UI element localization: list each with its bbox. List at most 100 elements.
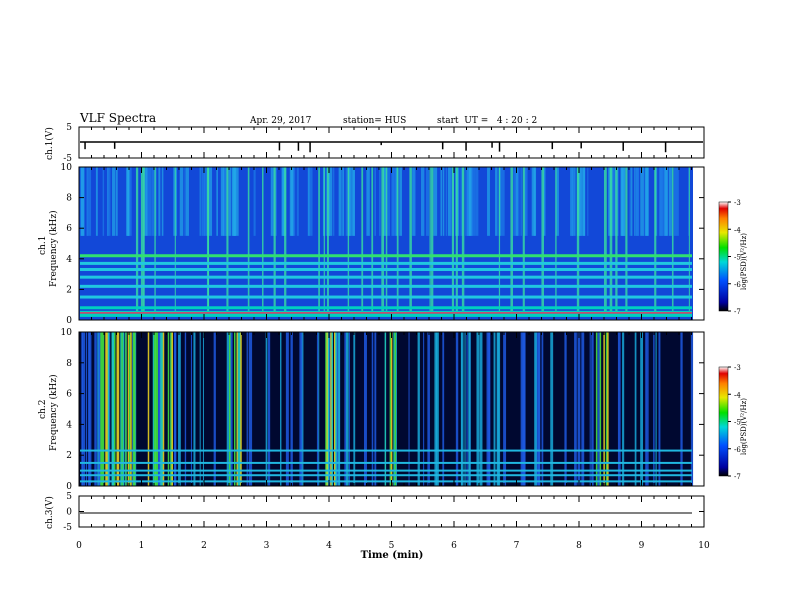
spectrogram-burst bbox=[112, 332, 115, 486]
spectrogram-streak bbox=[308, 167, 313, 236]
spectrogram-burst bbox=[125, 332, 127, 486]
spectrogram-streak bbox=[161, 167, 164, 236]
spectrogram-streak bbox=[571, 167, 573, 236]
spectrogram-streak bbox=[179, 167, 184, 236]
spectrogram-streak bbox=[374, 332, 377, 486]
spectrogram-streak bbox=[112, 167, 116, 236]
spectrogram-streak bbox=[589, 332, 591, 486]
spectrogram-burst bbox=[390, 332, 393, 486]
spectrogram-burst bbox=[541, 167, 544, 313]
spectrogram-streak bbox=[81, 332, 84, 486]
spectrogram-burst bbox=[603, 332, 605, 486]
spectrogram-streak bbox=[351, 167, 355, 236]
spectrogram-streak bbox=[316, 332, 319, 486]
spectrogram-burst bbox=[101, 332, 103, 486]
x-ticklabel: 4 bbox=[326, 541, 332, 551]
spectrogram-burst bbox=[155, 332, 157, 486]
spectrogram-burst bbox=[409, 167, 412, 313]
spectrogram-streak bbox=[434, 332, 438, 486]
spectrogram-streak bbox=[479, 332, 483, 486]
spectrogram-streak bbox=[658, 332, 661, 486]
spectrogram-burst bbox=[327, 332, 330, 486]
spectrogram-streak bbox=[184, 332, 187, 486]
spectrogram-band bbox=[80, 312, 692, 314]
spectrogram-burst bbox=[688, 167, 690, 313]
ch2-spectrogram-ylabel-freq: Frequency (kHz) bbox=[48, 374, 59, 451]
spectrogram-burst bbox=[429, 167, 431, 313]
spectrogram-streak bbox=[213, 332, 216, 486]
spectrogram-streak bbox=[202, 167, 206, 236]
spectrogram-streak bbox=[272, 167, 274, 236]
spectrogram-streak bbox=[267, 332, 271, 486]
spectrogram-streak bbox=[520, 332, 524, 486]
spectrogram-streak bbox=[468, 332, 471, 486]
spectrogram-streak bbox=[634, 167, 636, 236]
x-ticklabel: 6 bbox=[451, 541, 457, 551]
spectrogram-streak bbox=[680, 332, 683, 486]
spectrogram-streak bbox=[524, 167, 528, 236]
spectrogram-streak bbox=[617, 332, 621, 486]
spectrogram-band bbox=[80, 254, 692, 258]
spectrogram-burst bbox=[100, 332, 102, 486]
ch1-spectrogram-ylabel-channel: ch.1 bbox=[38, 236, 48, 255]
spectrogram-burst bbox=[121, 332, 123, 486]
spectrogram-streak bbox=[515, 167, 518, 236]
spectrogram-streak bbox=[537, 332, 541, 486]
spectrogram-streak bbox=[668, 167, 672, 236]
colorbar-ticklabel: -5 bbox=[734, 254, 741, 262]
spectrogram-burst bbox=[156, 332, 158, 486]
spectrogram-streak bbox=[422, 167, 424, 236]
spectrogram-burst bbox=[330, 332, 332, 486]
x-ticklabel: 9 bbox=[639, 541, 645, 551]
spectrogram-streak bbox=[199, 167, 201, 236]
spectrogram-burst bbox=[334, 332, 336, 486]
spectrogram-band bbox=[80, 284, 692, 288]
spectrogram-streak bbox=[83, 332, 86, 486]
spectrogram-streak bbox=[493, 332, 496, 486]
spectrogram-burst bbox=[105, 332, 107, 486]
spectrogram-streak bbox=[577, 332, 581, 486]
spectrogram-burst bbox=[162, 332, 165, 486]
spectrogram-burst bbox=[106, 332, 108, 486]
spectrogram-streak bbox=[323, 167, 325, 236]
ch1-waveform-ylabel: ch.1(V) bbox=[44, 127, 55, 160]
spectrogram-streak bbox=[395, 332, 397, 486]
spectrogram-streak bbox=[342, 167, 345, 236]
spectrogram-streak bbox=[201, 167, 203, 236]
spectrogram-streak bbox=[495, 167, 498, 236]
spectrogram-streak bbox=[468, 332, 470, 486]
spectrogram-streak bbox=[382, 167, 386, 236]
x-ticklabel: 3 bbox=[264, 541, 270, 551]
spectrogram-streak bbox=[366, 167, 370, 236]
spectrogram-streak bbox=[587, 167, 589, 236]
spectrogram-streak bbox=[178, 332, 181, 486]
spectrogram-burst bbox=[455, 167, 458, 313]
spectrogram-streak bbox=[345, 167, 348, 236]
spectrogram-streak bbox=[85, 332, 88, 486]
spectrogram-streak bbox=[534, 332, 537, 486]
spectrogram-streak bbox=[379, 167, 381, 236]
ch2-spectrogram-y-ticklabel: 10 bbox=[61, 328, 73, 338]
spectrogram-band bbox=[80, 474, 692, 477]
spectrogram-streak bbox=[386, 167, 390, 236]
colorbar-ch1-label: log(PSD)(V²/Hz) bbox=[740, 233, 748, 290]
spectrogram-streak bbox=[220, 167, 225, 236]
spectrogram-burst bbox=[160, 332, 162, 486]
spectrogram-streak bbox=[543, 167, 546, 236]
spectrogram-burst bbox=[207, 167, 209, 313]
spectrogram-burst bbox=[247, 167, 250, 313]
spectrogram-streak bbox=[475, 167, 479, 236]
spectrogram-streak bbox=[348, 332, 350, 486]
spectrogram-burst bbox=[335, 332, 337, 486]
spectrogram-burst bbox=[161, 332, 163, 486]
spectrogram-streak bbox=[158, 167, 161, 236]
spectrogram-burst bbox=[237, 332, 240, 486]
spectrogram-burst bbox=[347, 167, 350, 313]
x-ticklabel: 5 bbox=[389, 541, 395, 551]
spectrogram-burst bbox=[262, 167, 264, 313]
spectrogram-streak bbox=[338, 167, 342, 236]
spectrogram-streak bbox=[399, 167, 402, 236]
ch3-waveform-ylabel: ch.3(V) bbox=[44, 496, 55, 529]
x-ticklabel: 8 bbox=[576, 541, 582, 551]
spectrogram-burst bbox=[555, 167, 557, 313]
